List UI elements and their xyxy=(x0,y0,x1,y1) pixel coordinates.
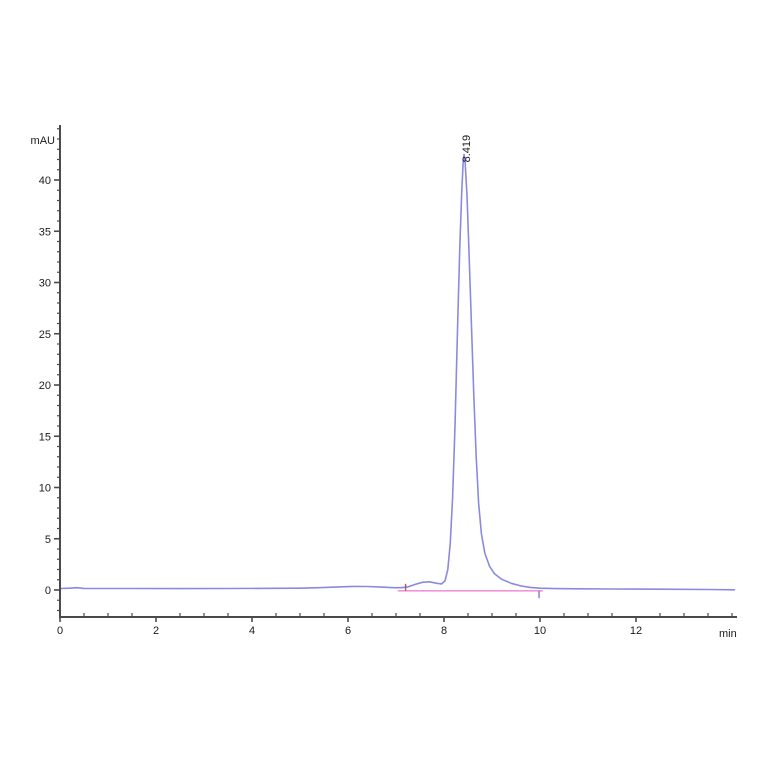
svg-text:2: 2 xyxy=(153,625,159,637)
svg-text:30: 30 xyxy=(39,278,51,290)
data-series xyxy=(59,153,736,592)
svg-text:40: 40 xyxy=(39,175,51,187)
svg-text:12: 12 xyxy=(630,625,642,637)
svg-text:25: 25 xyxy=(39,329,51,341)
integration-markers xyxy=(404,583,540,599)
uv-absorbance-trace xyxy=(59,153,736,591)
peak-retention-time-label: 8.419 xyxy=(461,135,473,163)
svg-text:0: 0 xyxy=(57,625,63,637)
x-axis-unit-label: min xyxy=(719,628,737,640)
axis-tick-labels: 0 5 10 15 20 25 30 35 40 0 2 4 6 8 10 12 xyxy=(39,175,642,637)
axis-lines xyxy=(59,125,737,618)
y-axis-unit-label: mAU xyxy=(31,135,56,147)
svg-text:0: 0 xyxy=(45,585,51,597)
svg-text:6: 6 xyxy=(345,625,351,637)
svg-text:10: 10 xyxy=(39,483,51,495)
svg-text:4: 4 xyxy=(249,625,255,637)
svg-text:15: 15 xyxy=(39,431,51,443)
svg-text:20: 20 xyxy=(39,380,51,392)
axis-ticks xyxy=(54,128,733,622)
svg-text:35: 35 xyxy=(39,226,51,238)
svg-text:8: 8 xyxy=(441,625,447,637)
svg-text:5: 5 xyxy=(45,534,51,546)
svg-text:10: 10 xyxy=(534,625,546,637)
